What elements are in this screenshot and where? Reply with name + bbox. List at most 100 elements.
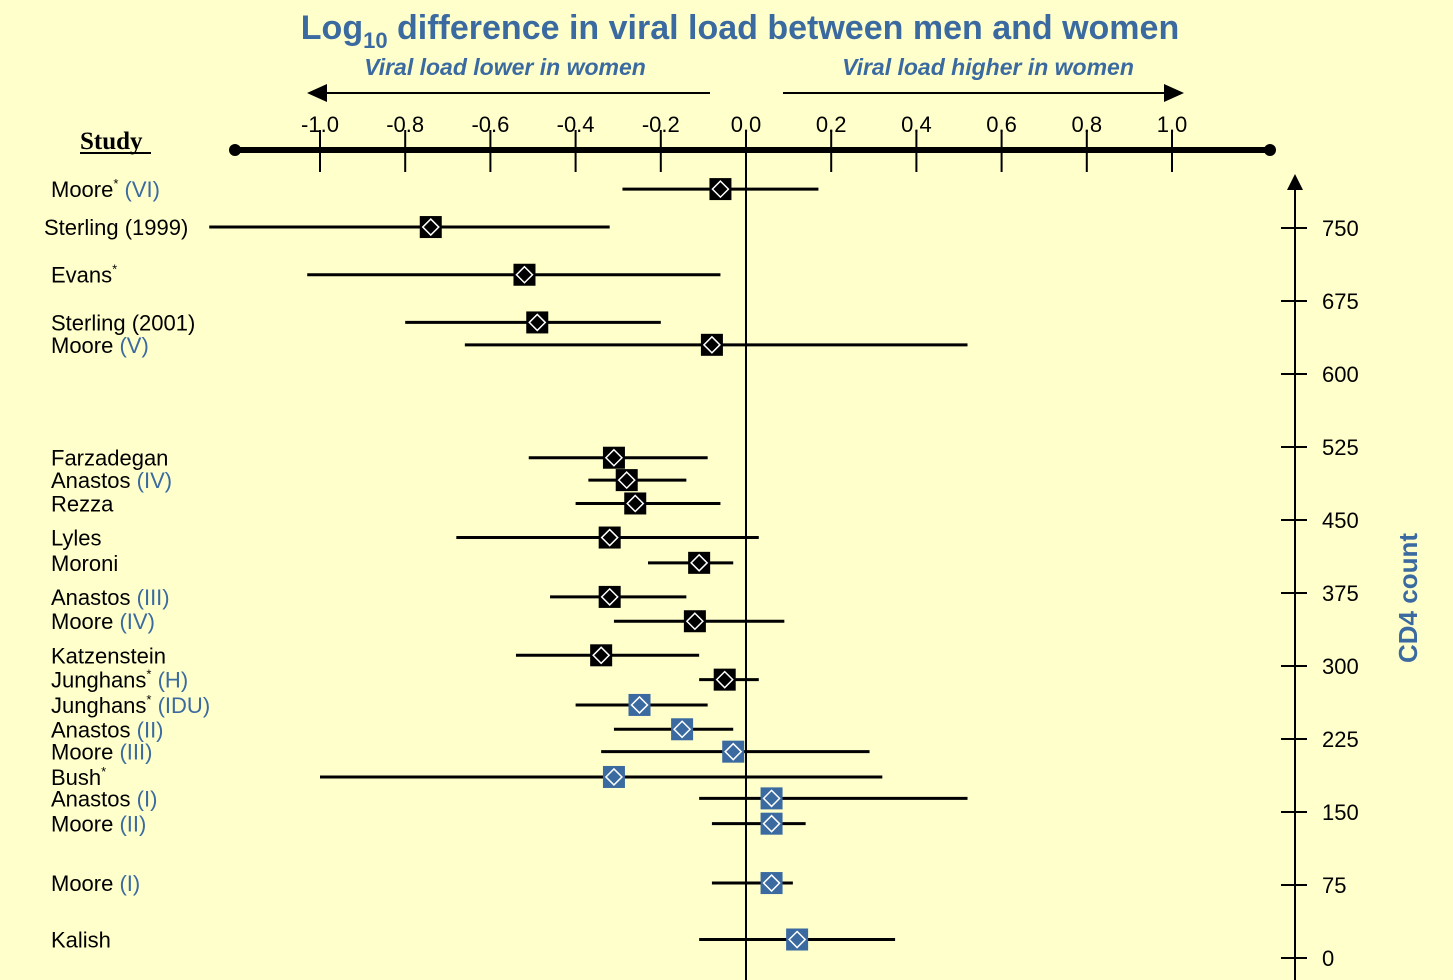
cd4-tick-label: 750 [1322,216,1359,241]
estimate-marker [760,787,783,810]
study-name: Lyles [51,526,102,551]
x-tick-label: 0.2 [816,112,847,137]
study-name: Rezza [51,491,114,516]
estimate-marker [709,178,732,201]
study-name: Moore [51,740,113,765]
study-label: Moore (IV) [51,609,155,634]
study-superscript: * [146,692,151,707]
estimate-marker [590,644,613,667]
x-tick-label: 0.8 [1072,112,1103,137]
study-row: Evans* [51,262,721,288]
x-tick-label: -0.2 [642,112,680,137]
study-row: Moroni [51,551,734,576]
study-name: Sterling (2001) [51,310,195,335]
cd4-tick-label: 600 [1322,362,1359,387]
estimate-diamond [702,335,721,354]
estimate-marker [683,610,706,633]
study-row: Katzenstein [51,643,700,668]
study-row: Rezza [51,491,721,516]
study-label: Sterling (2001) [51,310,195,335]
study-superscript: * [101,764,106,779]
estimate-marker [615,469,638,492]
study-row: Moore (I) [51,871,793,896]
estimate-marker [688,551,711,574]
study-label: Rezza [51,491,114,516]
study-qualifier: (IV) [137,468,172,493]
x-tick-label: -0.6 [471,112,509,137]
cd4-tick-label: 450 [1322,508,1359,533]
study-row: Sterling (1999) [44,215,610,240]
study-label: Sterling (1999) [44,215,188,240]
estimate-diamond [788,930,807,949]
study-qualifier: (I) [119,871,140,896]
study-label: Lyles [51,526,102,551]
estimate-diamond [762,789,781,808]
study-row: Moore* (VI) [51,176,819,202]
estimate-marker [602,446,625,469]
chart-title: Log10 difference in viral load between m… [301,9,1179,53]
estimate-diamond [715,670,734,689]
study-label: Kalish [51,928,111,953]
study-name: Anastos [51,585,131,610]
study-row: Farzadegan [51,446,708,471]
title-main: Log [301,9,363,47]
estimate-diamond [604,767,624,787]
estimate-diamond [421,217,440,237]
x-tick-label: -0.4 [557,112,595,137]
study-row: Moore (IV) [51,609,785,634]
cd4-tick-label: 375 [1322,581,1359,606]
study-label: Bush* [51,764,112,790]
cd4-axis-title: CD4 count [1393,533,1423,663]
x-tick-label: 0.6 [986,112,1017,137]
cd4-tick-label: 75 [1322,873,1346,898]
study-label: Moore (III) [51,740,152,765]
study-name: Moore [51,177,113,202]
study-qualifier: (III) [137,585,170,610]
estimate-marker [598,585,621,608]
estimate-marker [598,526,621,549]
estimate-diamond [762,873,781,893]
estimate-marker [722,740,745,763]
x-axis-right-end [1264,144,1276,156]
x-tick-label: 1.0 [1157,112,1188,137]
x-tick-label: -0.8 [386,112,424,137]
x-axis: -1.0 -0.8 -0.6 -0.4 -0.2 0.0 0.2 0.4 0.6 0.8 1.0 [229,112,1276,172]
arrow-left-label: Viral load lower in women [364,54,646,80]
estimate-marker [786,928,809,951]
cd4-tick-label: 0 [1322,946,1334,971]
arrow-left [307,84,710,102]
study-name: Sterling (1999) [44,215,188,240]
study-name: Katzenstein [51,643,166,668]
study-label: Katzenstein [51,643,166,668]
study-name: Kalish [51,928,111,953]
study-row: Anastos (III) [51,585,687,610]
estimate-marker [624,492,647,515]
study-label: Evans* [51,262,123,288]
estimate-marker [760,812,783,835]
x-ticks: -1.0 -0.8 -0.6 -0.4 -0.2 0.0 0.2 0.4 0.6 0.8 1.0 [301,112,1187,172]
study-name: Moroni [51,551,118,576]
estimate-marker [419,216,442,239]
study-name: Moore [51,812,113,837]
study-name: Farzadegan [51,446,168,471]
study-label: Moore (II) [51,812,146,837]
study-qualifier: (IV) [119,609,154,634]
study-row: Kalish [51,928,896,953]
study-name: Moore [51,871,113,896]
estimate-diamond [528,313,547,332]
cd4-tick-label: 675 [1322,289,1359,314]
study-name: Anastos [51,786,131,811]
arrow-right-label: Viral load higher in women [842,54,1134,80]
estimate-diamond [604,448,624,467]
estimate-marker [628,693,651,716]
study-label: Moore (V) [51,333,149,358]
estimate-diamond [600,528,619,547]
estimate-diamond [762,814,781,833]
estimate-diamond [626,494,645,513]
estimate-diamond [515,265,534,284]
study-column-header: Study [80,128,143,155]
estimate-marker [760,872,783,895]
estimate-marker [700,333,723,356]
cd4-tick-label: 300 [1322,654,1359,679]
